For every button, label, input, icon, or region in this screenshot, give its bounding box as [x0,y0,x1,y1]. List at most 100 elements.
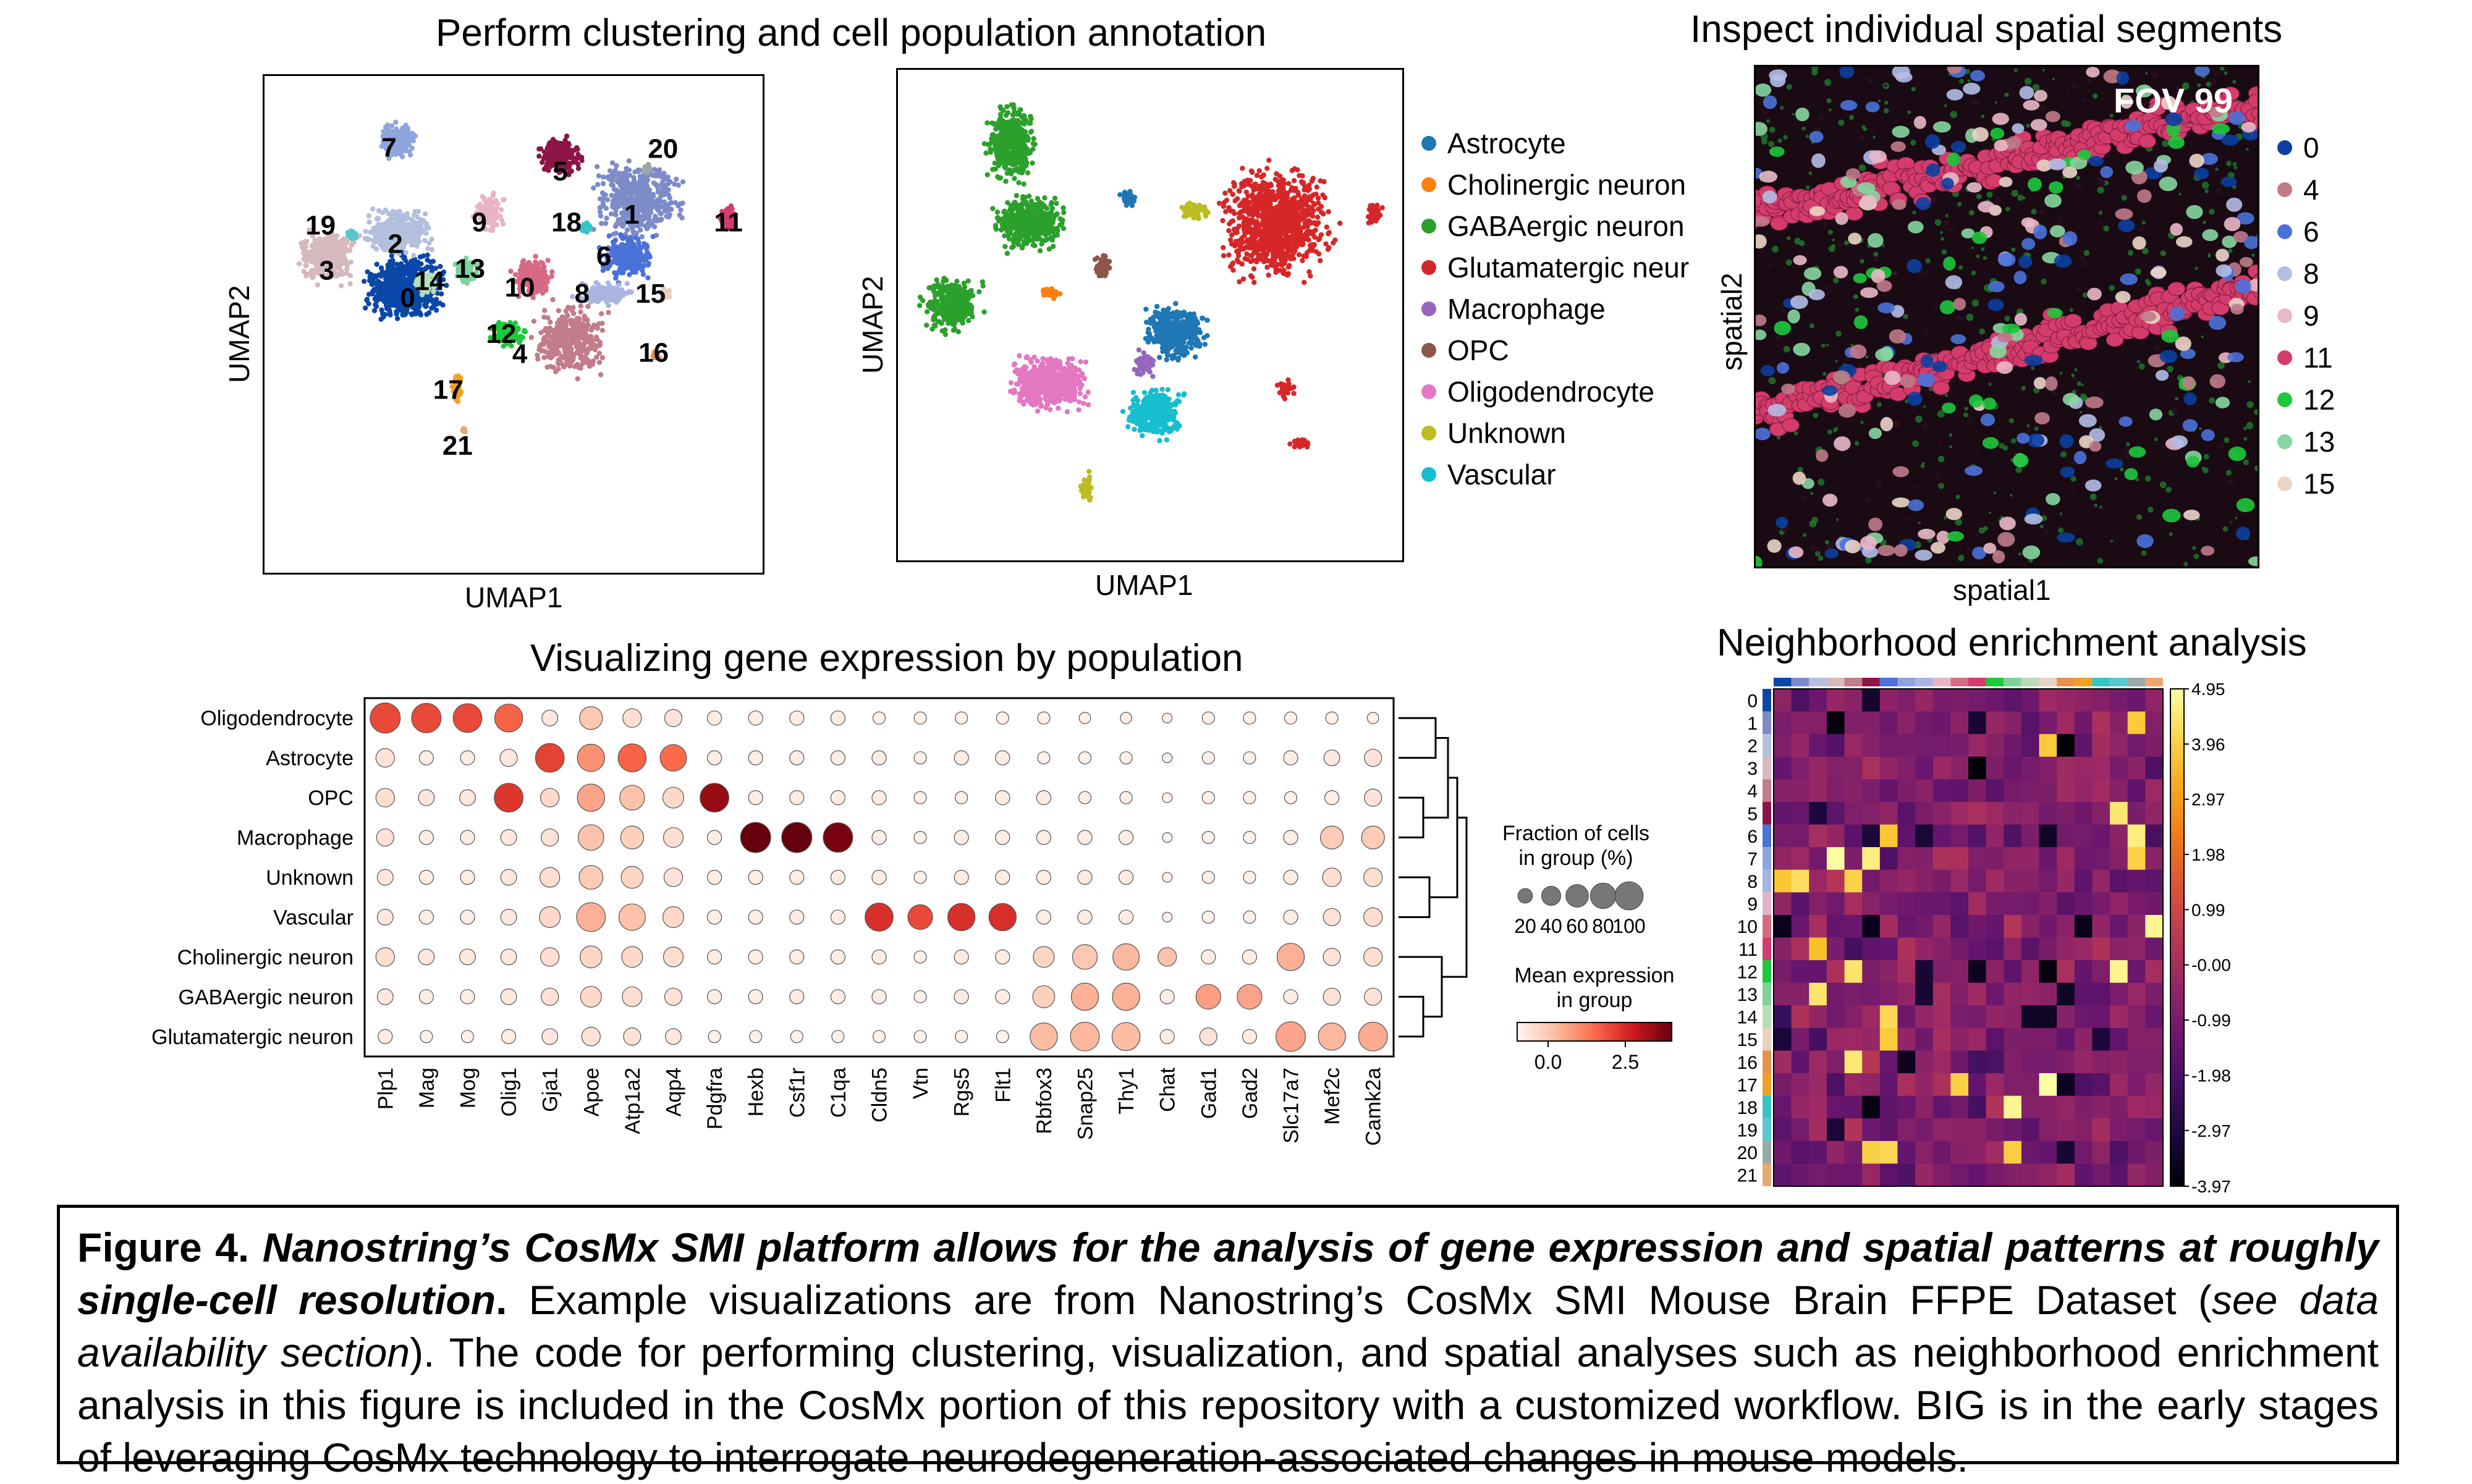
heatmap-cell [2039,1028,2057,1051]
heatmap-cell [2021,1118,2039,1141]
heatmap-row-label: 7 [1747,849,1758,869]
heatmap-cell [1950,1118,1968,1141]
heatmap-cell [2110,983,2128,1006]
heatmap-cell [1968,870,1986,893]
heatmap-cell [2004,915,2021,938]
heatmap-cell [1968,802,1986,825]
umap-celltype-blob-2 [917,276,987,337]
umap-cluster-label-6: 6 [596,242,611,272]
dotplot-dot [955,1031,968,1043]
heatmap-cell [1792,802,1810,825]
heatmap-cell [2128,892,2146,915]
heatmap-cell [1809,1163,1827,1186]
heatmap-cell [1792,870,1810,893]
heatmap-cell [2039,1163,2057,1186]
heatmap-cell [1933,1028,1951,1051]
dotplot-dot [460,751,475,765]
heatmap-cell [1774,1005,1792,1028]
heatmap-cell [2057,712,2075,735]
dotplot-dot [790,910,804,924]
umap-celltype-blob-14 [1078,469,1093,503]
heatmap-cell [2004,1141,2021,1164]
dotplot-dot [865,903,893,931]
heatmap-cell [1809,915,1827,938]
heatmap-cell [2110,734,2128,757]
heatmap-cell [1862,1005,1880,1028]
celltype-legend-item: Glutamatergic neur [1421,251,1689,284]
heatmap-cell [1845,960,1863,983]
heatmap-cell [2057,892,2075,915]
heatmap-cell [2110,1141,2128,1164]
dotplot-dot [1036,910,1051,924]
heatmap-cell [1933,870,1951,893]
heatmap-cell [1845,1005,1863,1028]
dotplot-dot [541,788,559,807]
umap-cluster-label-1: 1 [624,200,639,230]
heatmap-cell [1845,757,1863,780]
legend-label: Astrocyte [1447,127,1566,160]
heatmap-cell [2092,757,2110,780]
umap-cluster-label-18: 18 [551,207,582,237]
dotplot-dot [1036,870,1051,884]
dotplot-dot [577,744,604,772]
legend-color-dot [2277,434,2292,449]
heatmap-cell [1933,1141,1951,1164]
heatmap-cell [1862,892,1880,915]
dotplot-gene-label: C1qa [827,1068,850,1118]
heatmap-cell [2110,1118,2128,1141]
dotplot-dot [419,910,433,924]
legend-label: Vascular [1447,458,1556,491]
heatmap-cell [1915,983,1933,1006]
heatmap-cell [1792,734,1810,757]
dotplot-dot [460,870,475,884]
dotplot-dot [989,903,1016,930]
dotplot-dot [1365,749,1382,767]
heatmap-cell [2110,689,2128,712]
heatmap-cell [1845,712,1863,735]
heatmap-cell [1774,757,1792,780]
legend-color-dot [2277,392,2292,407]
heatmap-cell [2057,1028,2075,1051]
umap-left-xlabel: UMAP1 [465,581,562,614]
heatmap-cell [1827,802,1845,825]
heatmap-cell [1915,1028,1933,1051]
umap-celltype-blob-3 [1217,158,1343,285]
heatmap-cell [1880,1141,1898,1164]
heatmap-cell [2039,1050,2057,1073]
dotplot-dot [831,751,845,765]
spatial-legend-item: 8 [2277,257,2319,290]
heatmap-cell [1809,1141,1827,1164]
caption-figure-label: Figure 4. [77,1225,249,1270]
dotplot-dot [462,1031,474,1043]
dotplot-dot [1318,1023,1345,1050]
heatmap-cell [2092,1118,2110,1141]
dotplot-dot [542,1029,558,1045]
heatmap-cell [2145,915,2163,938]
heatmap-cell [1880,1028,1898,1051]
heatmap-cell [2128,870,2146,893]
size-legend-tick: 40 [1540,915,1562,937]
heatmap-cell [2075,847,2093,870]
heatmap-cell [1774,1028,1792,1051]
heatmap-cell [1950,779,1968,802]
figure-caption: Figure 4. Nanostring’s CosMx SMI platfor… [57,1205,2399,1464]
size-legend-dot [1615,882,1643,910]
heatmap-cell [2057,1096,2075,1119]
heatmap-cell [2145,960,2163,983]
heatmap-cell [1845,892,1863,915]
heatmap-cell [1950,689,1968,712]
dotplot-dot [460,949,476,965]
heatmap-cell [1880,825,1898,848]
heatmap-row-label: 13 [1737,985,1758,1005]
dotplot-panel-title: Visualizing gene expression by populatio… [530,636,1243,680]
heatmap-cell [1986,938,2004,961]
heatmap-cell [2110,870,2128,893]
heatmap-cell [2092,938,2110,961]
heatmap-cell [1897,1028,1915,1051]
heatmap-cell [1827,983,1845,1006]
heatmap-cell [2021,825,2039,848]
heatmap-cell [1897,734,1915,757]
heatmap-cell [2039,757,2057,780]
heatmap-cell [1774,1163,1792,1186]
heatmap-cell [2057,1005,2075,1028]
